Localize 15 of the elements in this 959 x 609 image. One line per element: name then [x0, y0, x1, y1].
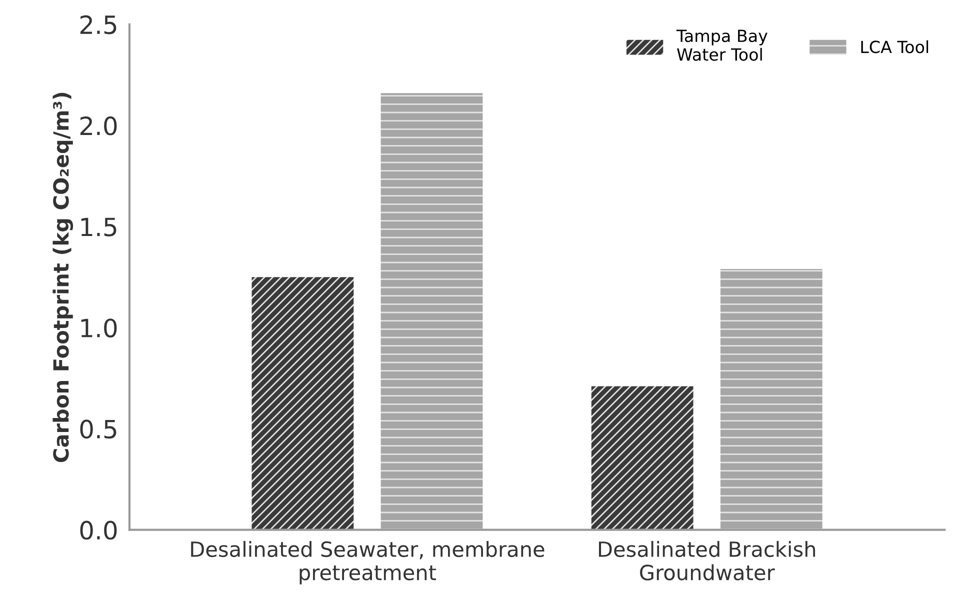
y-axis-title: Carbon Footprint (kg CO₂eq/m³)	[52, 92, 74, 462]
legend-label: LCA Tool	[861, 40, 928, 54]
bar	[720, 269, 822, 530]
y-tick-label: 0.5	[80, 420, 116, 439]
bar	[252, 277, 354, 530]
bar	[591, 386, 694, 530]
x-tick-label: Desalinated Brackish Groundwater	[598, 540, 816, 580]
x-tick-label: Desalinated Seawater, membrane pretreatment	[191, 540, 544, 584]
y-tick-label: 2.0	[80, 116, 117, 136]
y-tick-label: 2.5	[80, 15, 116, 34]
y-tick-label: 0.0	[80, 520, 117, 540]
y-tick-label: 1.5	[81, 218, 116, 236]
y-tick-label: 1.0	[81, 318, 117, 338]
bar	[380, 93, 483, 530]
legend-label: Tampa Bay Water Tool	[676, 30, 768, 61]
